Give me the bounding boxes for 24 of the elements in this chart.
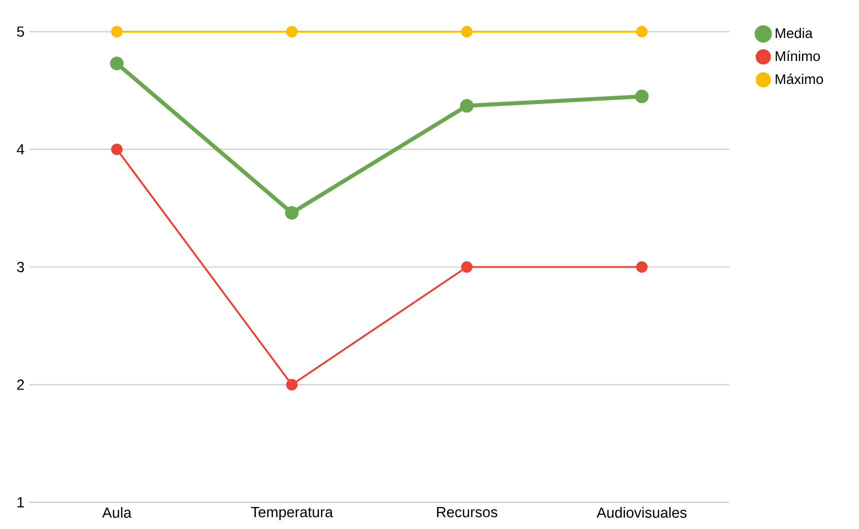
point [460, 98, 474, 113]
y-tick-label: 5 [17, 26, 24, 37]
point [636, 261, 648, 273]
point [461, 26, 473, 38]
legend-label: Mínimo [776, 50, 820, 62]
point [636, 26, 648, 38]
point [111, 144, 123, 156]
legend-label: Máximo [776, 74, 824, 84]
point [461, 261, 473, 273]
point [635, 90, 649, 104]
point [286, 26, 298, 38]
point [110, 56, 124, 70]
x-tick-label: Temperatura [251, 507, 334, 520]
x-tick-label: Audiovisuales [596, 507, 687, 518]
point [285, 206, 299, 220]
y-tick-label: 4 [16, 144, 24, 154]
y-tick-label: 2 [17, 380, 24, 390]
y-tick-label: 1 [18, 497, 24, 508]
x-tick-label: Aula [102, 507, 132, 518]
y-tick-label: 3 [17, 262, 24, 272]
point [111, 26, 123, 38]
point [286, 378, 298, 390]
x-tick-label: Recursos [437, 507, 498, 518]
legend-label: Media [776, 28, 813, 38]
